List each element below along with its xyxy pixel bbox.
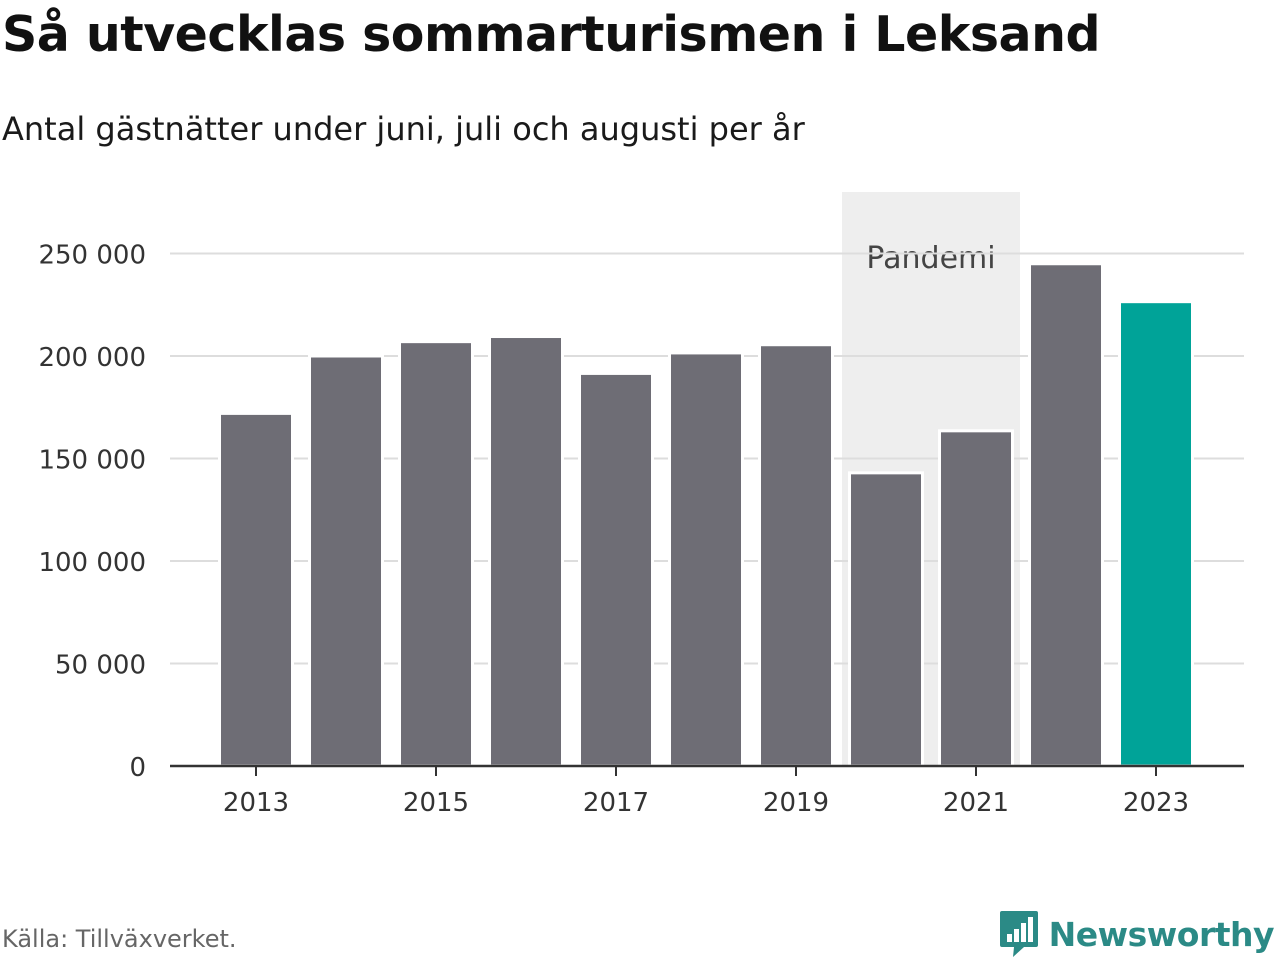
bar [848,471,924,768]
chart-subtitle: Antal gästnätter under juni, juli och au… [2,110,805,148]
y-tick-label: 0 [129,753,146,783]
y-tick-label: 150 000 [38,446,146,476]
x-tick-label: 2019 [763,788,829,818]
y-tick-label: 50 000 [55,651,146,681]
bars [218,262,1194,768]
x-tick-label: 2021 [943,788,1009,818]
bar [308,354,384,768]
source-note: Källa: Tillväxverket. [2,925,237,953]
bar [578,371,654,768]
y-tick-label: 250 000 [38,241,146,271]
x-tick-label: 2015 [403,788,469,818]
bar [398,340,474,768]
bar [1028,262,1104,768]
chart-title: Så utvecklas sommarturismen i Leksand [2,6,1101,63]
bar [938,429,1014,768]
bar-chart-speech-bubble-icon [999,911,1038,957]
annotation-label: Pandemi [866,241,995,276]
y-tick-label: 100 000 [38,548,146,578]
bar [1118,300,1194,768]
x-tick-label: 2013 [223,788,289,818]
y-tick-label: 200 000 [38,343,146,373]
bar [758,343,834,768]
brand-logo: Newsworthy [999,910,1275,958]
brand-name: Newsworthy [1048,914,1275,954]
x-tick-label: 2023 [1123,788,1189,818]
bar-chart: Pandemi 0 50 000 100 000 150 000 200 000 250 … [38,192,1244,818]
x-tick-label: 2017 [583,788,649,818]
bar [488,335,564,768]
bar [668,351,744,768]
axes: 2013 2015 2017 2019 2021 2023 [170,764,1244,818]
bar [218,411,294,768]
